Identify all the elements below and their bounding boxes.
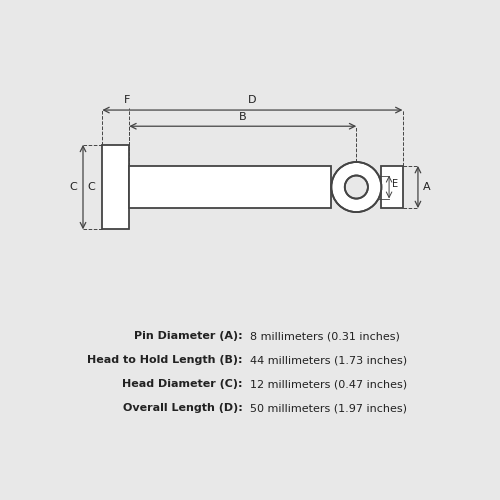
Text: 12 millimeters (0.47 inches): 12 millimeters (0.47 inches): [250, 379, 407, 389]
Text: Head to Hold Length (B):: Head to Hold Length (B):: [88, 356, 243, 366]
Text: C: C: [70, 182, 77, 192]
Circle shape: [345, 176, 368, 199]
Circle shape: [332, 162, 382, 212]
Bar: [102, 144, 129, 230]
Text: Pin Diameter (A):: Pin Diameter (A):: [134, 332, 243, 342]
Circle shape: [332, 162, 382, 212]
Text: 44 millimeters (1.73 inches): 44 millimeters (1.73 inches): [250, 356, 407, 366]
Text: Head Diameter (C):: Head Diameter (C):: [122, 379, 243, 389]
Text: Overall Length (D):: Overall Length (D):: [123, 403, 243, 413]
Bar: [129, 166, 332, 208]
Text: C: C: [88, 182, 96, 192]
Text: E: E: [392, 178, 398, 188]
Text: 50 millimeters (1.97 inches): 50 millimeters (1.97 inches): [250, 403, 406, 413]
Text: B: B: [239, 112, 246, 122]
Text: 8 millimeters (0.31 inches): 8 millimeters (0.31 inches): [250, 332, 400, 342]
Bar: [382, 166, 402, 208]
Text: A: A: [423, 182, 430, 192]
Text: F: F: [124, 95, 130, 105]
Text: D: D: [248, 96, 256, 106]
